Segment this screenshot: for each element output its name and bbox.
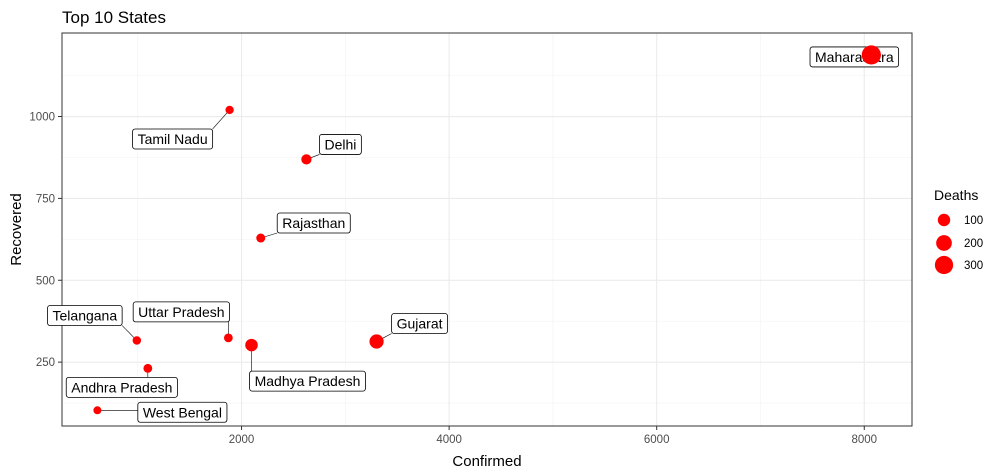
data-point [245,338,258,352]
point-label-box [132,301,230,323]
point-label: Uttar Pradesh [138,304,224,320]
x-tick-label: 4000 [436,434,462,446]
point-labels: Maharashtra Tamil Nadu Delhi Rajasthan Gujar… [47,46,900,423]
point-label-box [249,370,366,392]
size-legend: Deaths 100 200 300 [934,187,983,275]
data-point [143,363,153,373]
point-label: Tamil Nadu [138,131,208,147]
point-label: Maharashtra [815,49,894,65]
point-label: Delhi [324,136,356,152]
y-axis-title: Recovered [8,193,25,266]
point-label: Madhya Pradesh [255,373,361,389]
point-label-box [319,134,362,155]
point-label: Andhra Pradesh [71,379,172,395]
y-tick-label: 1000 [29,112,55,124]
data-point [93,406,102,415]
data-point [369,334,384,349]
data-point [132,336,142,345]
point-label-box [137,401,228,423]
legend-key [934,255,954,275]
axis-ticks: 2000 4000 6000 8000 250 500 750 1000 [29,112,877,446]
x-tick-label: 6000 [644,434,670,446]
x-tick-label: 2000 [229,434,255,446]
point-label-box [132,128,214,150]
data-point [301,154,312,165]
y-tick-label: 750 [36,193,55,205]
point-label: Telangana [53,308,118,324]
legend-title: Deaths [934,187,978,203]
point-label: Gujarat [397,316,443,332]
x-tick-label: 8000 [851,434,877,446]
grid [62,33,912,426]
point-label-box [276,212,351,234]
legend-label: 100 [964,215,983,227]
point-label-box [47,305,123,326]
data-point [861,45,881,65]
data-points [93,45,881,415]
legend-key [937,213,951,227]
point-label-box [65,376,178,398]
label-connector [212,109,230,130]
y-tick-label: 500 [36,275,55,287]
data-point [223,333,233,343]
chart-title: Top 10 States [62,8,166,27]
data-point [256,233,266,243]
point-label: Rajasthan [282,215,345,231]
point-label: West Bengal [143,404,222,420]
legend-label: 300 [964,260,983,272]
point-label-box [391,313,448,334]
data-point [225,105,234,115]
legend-label: 200 [964,238,983,250]
panel-border [61,32,913,427]
y-tick-label: 250 [36,357,55,369]
x-axis-title: Confirmed [452,453,521,470]
legend-key [936,235,952,251]
